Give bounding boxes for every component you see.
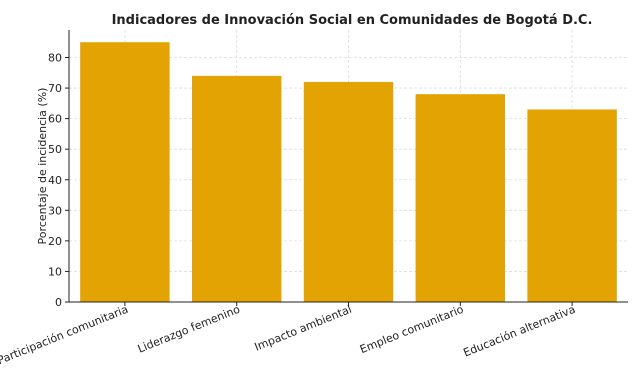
- x-tick-label: Participación comunitaria: [0, 303, 130, 367]
- y-tick-label: 70: [48, 82, 62, 95]
- x-tick-label: Educación alternativa: [462, 303, 578, 360]
- x-tick-label: Empleo comunitario: [358, 303, 466, 357]
- bar: [415, 94, 506, 302]
- y-tick-label: 60: [48, 113, 62, 126]
- y-tick-label: 50: [48, 143, 62, 156]
- x-tick-label: Impacto ambiental: [253, 303, 354, 354]
- y-tick-label: 10: [48, 265, 62, 278]
- x-tick-label: Liderazgo femenino: [136, 303, 242, 356]
- y-tick-label: 80: [48, 52, 62, 65]
- y-tick-label: 0: [55, 296, 62, 309]
- bar: [191, 75, 282, 302]
- y-tick-label: 30: [48, 204, 62, 217]
- y-tick-label: 20: [48, 235, 62, 248]
- y-tick-label: 40: [48, 174, 62, 187]
- bar: [303, 81, 394, 303]
- y-axis-label: Porcentaje de incidencia (%): [36, 88, 49, 245]
- bar-layer: [80, 42, 617, 303]
- bar: [527, 109, 617, 303]
- chart-title: Indicadores de Innovación Social en Comu…: [112, 13, 593, 28]
- bar: [80, 42, 170, 302]
